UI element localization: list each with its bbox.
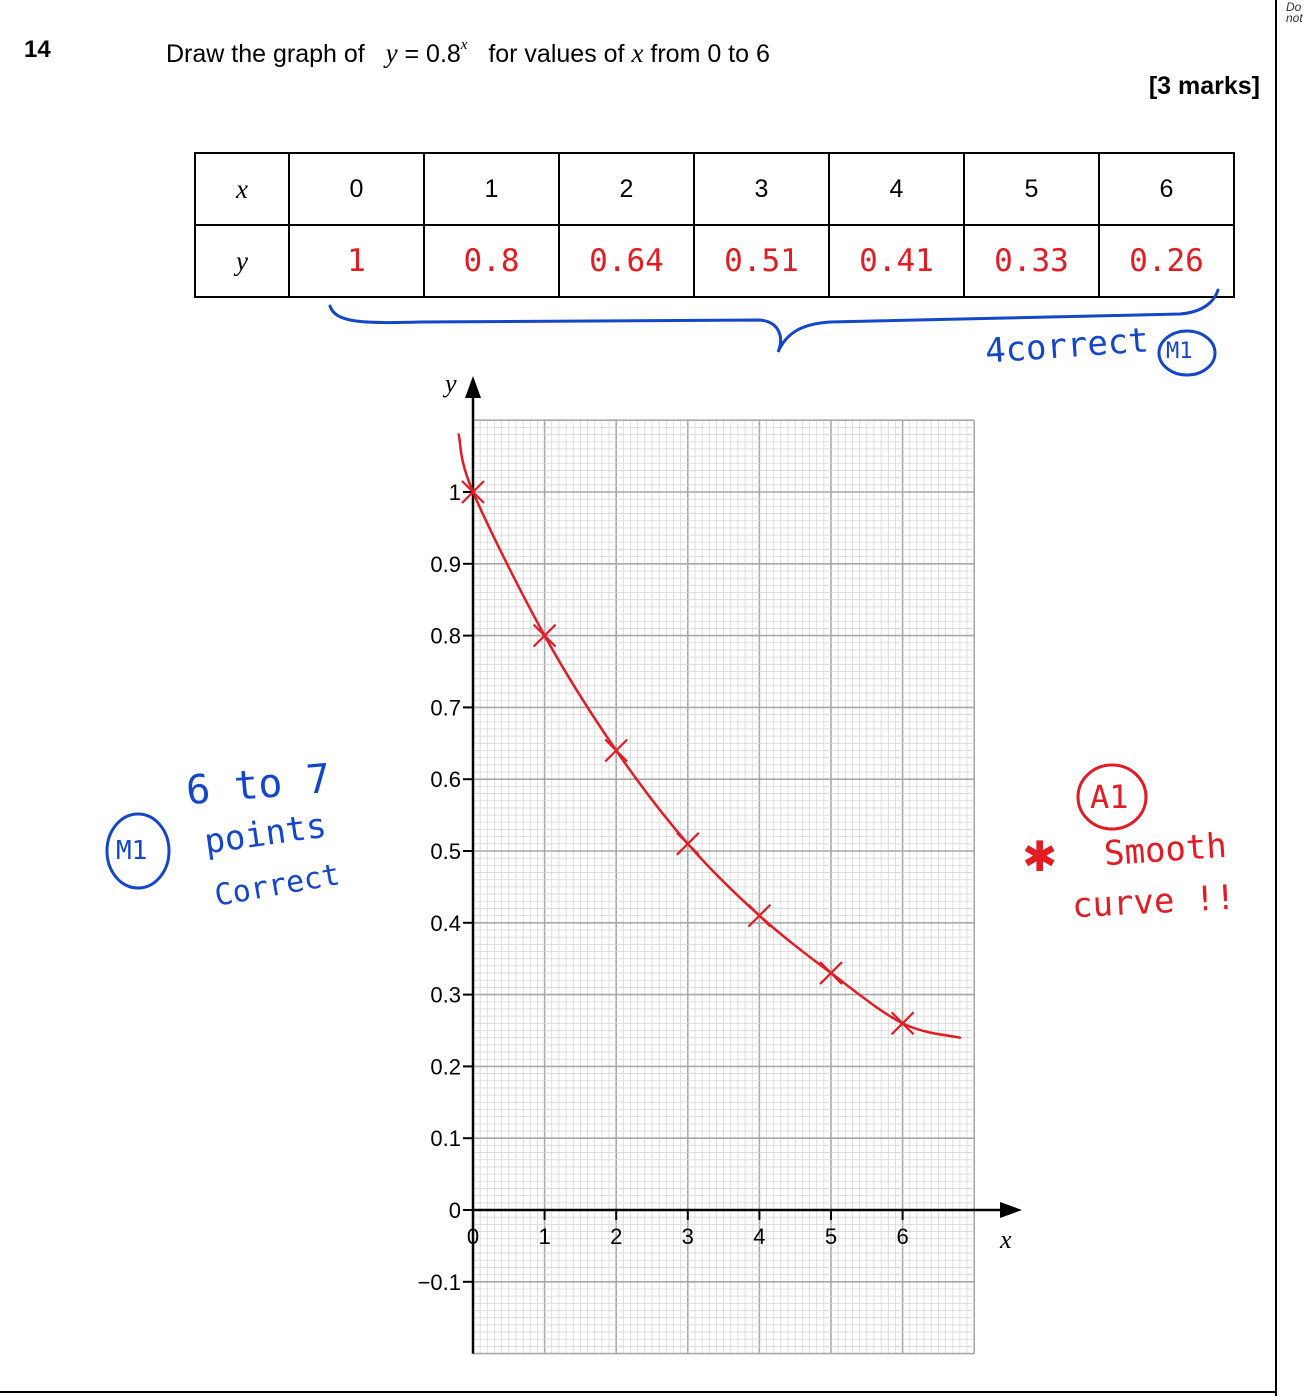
right-mark: A1 xyxy=(1090,778,1129,816)
table-cell-x: 6 xyxy=(1098,152,1235,226)
plotted-point xyxy=(890,1011,915,1036)
table-cell-x: 4 xyxy=(828,152,965,226)
question-text: Draw the graph of y = 0.8x for values of… xyxy=(166,36,770,69)
margin-note: Do not write outside the box xyxy=(1286,2,1303,22)
y-tick-label: 0.1 xyxy=(430,1126,461,1151)
question-text-var: x xyxy=(631,38,644,68)
question-text-prefix: Draw the graph of xyxy=(166,40,365,68)
equation-rhs: = 0.8 xyxy=(397,40,461,68)
plotted-point xyxy=(819,961,843,985)
table-cell-x: 2 xyxy=(558,152,695,226)
y-tick-label: 0.6 xyxy=(430,767,461,792)
x-tick-label: 5 xyxy=(825,1224,837,1249)
y-tick-label: 0.8 xyxy=(430,624,461,649)
plotted-point xyxy=(461,480,485,504)
y-tick-label: 0.5 xyxy=(430,839,461,864)
table-cell-y-handwritten: 0.51 xyxy=(693,224,830,298)
marks-label: [3 marks] xyxy=(1148,72,1260,100)
table-brace-mark: M1 xyxy=(1166,339,1193,364)
table-row-y: y 1 0.8 0.64 0.51 0.41 0.33 0.26 xyxy=(194,224,1235,298)
y-axis-label: y xyxy=(442,369,457,398)
x-tick-label: 2 xyxy=(610,1224,622,1249)
question-text-suffix: from 0 to 6 xyxy=(650,40,770,68)
smooth-curve xyxy=(457,433,962,1039)
table-cell-x: 0 xyxy=(288,152,425,226)
y-tick-label: 0.2 xyxy=(430,1054,461,1079)
table-cell-y-handwritten: 0.8 xyxy=(423,224,560,298)
y-tick-label: 0 xyxy=(449,1198,461,1223)
y-tick-label: 1 xyxy=(449,480,461,505)
page-frame-bottom xyxy=(0,1391,1276,1393)
y-tick-label: −0.1 xyxy=(418,1270,461,1295)
equation-exponent: x xyxy=(460,36,468,53)
table-cell-x: 1 xyxy=(423,152,560,226)
y-tick-label: 0.4 xyxy=(430,911,461,936)
plotted-point xyxy=(747,903,772,928)
values-table: x 0 1 2 3 4 5 6 y 1 0.8 0.64 0.51 0.41 0… xyxy=(194,152,1235,298)
x-tick-label: 4 xyxy=(753,1224,765,1249)
y-tick-label: 0.7 xyxy=(430,695,461,720)
question-number: 14 xyxy=(24,36,51,63)
plotted-point xyxy=(676,832,700,856)
x-tick-label: 3 xyxy=(682,1224,694,1249)
table-cell-x: 3 xyxy=(693,152,830,226)
table-cell-y-handwritten: 0.26 xyxy=(1098,224,1235,298)
plotted-point xyxy=(604,738,628,763)
left-mark: M1 xyxy=(116,836,148,866)
x-tick-label: 1 xyxy=(538,1224,550,1249)
y-tick-label: 0.3 xyxy=(430,983,461,1008)
x-axis-arrow-icon xyxy=(1000,1202,1022,1218)
table-header-y: y xyxy=(194,224,290,298)
table-cell-y-handwritten: 0.33 xyxy=(963,224,1100,298)
x-axis-label: x xyxy=(999,1225,1012,1254)
y-axis-arrow-icon xyxy=(465,376,481,398)
table-cell-x: 5 xyxy=(963,152,1100,226)
x-tick-label: 6 xyxy=(896,1224,908,1249)
page-frame-right xyxy=(1275,0,1277,1396)
equation-lhs: y xyxy=(385,38,398,68)
table-header-x: x xyxy=(194,152,290,226)
table-row-x: x 0 1 2 3 4 5 6 xyxy=(194,152,1235,226)
table-cell-y-handwritten: 0.64 xyxy=(558,224,695,298)
right-star-icon: ✱ xyxy=(1022,832,1058,881)
question-text-mid: for values of xyxy=(488,40,625,68)
plotted-point xyxy=(532,623,557,648)
y-tick-label: 0.9 xyxy=(430,552,461,577)
x-tick-label: 0 xyxy=(467,1224,479,1249)
